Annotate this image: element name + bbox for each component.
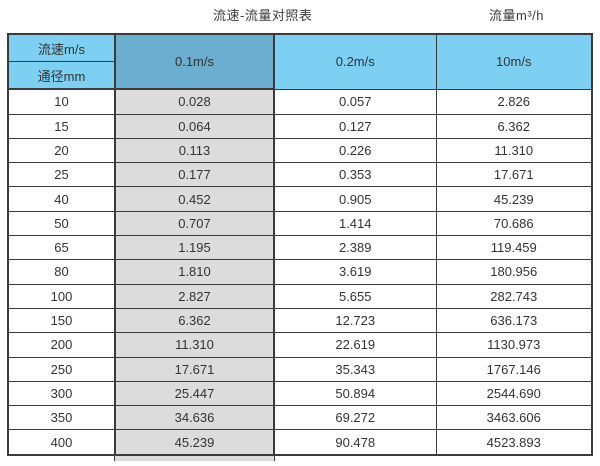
flow-conversion-table: 流速m/s 0.1m/s 0.2m/s 10m/s 通径mm 10 0.028 …	[7, 33, 593, 456]
flow-value-cell: 6.362	[435, 113, 593, 139]
flow-value-cell: 0.057	[273, 88, 437, 115]
diameter-cell: 300	[7, 380, 116, 407]
table-row: 10 0.028 0.057 2.826	[7, 88, 593, 115]
flow-value-cell: 17.671	[435, 162, 593, 188]
table-title: 流速-流量对照表	[213, 8, 313, 23]
table-row: 25 0.177 0.353 17.671	[7, 162, 593, 188]
diameter-cell: 150	[7, 307, 116, 334]
flow-value-cell: 0.127	[273, 113, 437, 139]
diameter-cell: 350	[7, 405, 116, 431]
flow-value-cell: 119.459	[435, 235, 593, 261]
flow-value-cell: 1.195	[114, 235, 275, 261]
flow-value-cell: 34.636	[114, 405, 275, 431]
flow-value-cell: 0.064	[114, 113, 275, 139]
table-row: 100 2.827 5.655 282.743	[7, 283, 593, 309]
table-row: 20 0.113 0.226 11.310	[7, 137, 593, 164]
table-row: 250 17.671 35.343 1767.146	[7, 356, 593, 382]
diameter-cell: 15	[7, 113, 116, 139]
diameter-cell: 20	[7, 137, 116, 164]
flow-value-cell: 0.113	[114, 137, 275, 164]
flow-value-cell: 70.686	[435, 210, 593, 237]
flow-value-cell: 12.723	[273, 307, 437, 334]
flow-value-cell: 45.239	[435, 186, 593, 212]
flow-value-cell: 0.905	[273, 186, 437, 212]
flow-value-cell: 69.272	[273, 405, 437, 431]
table-row: 50 0.707 1.414 70.686	[7, 210, 593, 237]
table-row: 15 0.064 0.127 6.362	[7, 113, 593, 139]
flow-value-cell: 0.226	[273, 137, 437, 164]
flow-value-cell: 2544.690	[435, 380, 593, 407]
flow-value-cell: 1.414	[273, 210, 437, 237]
flow-value-cell: 3.619	[273, 259, 437, 285]
table-row: 40 0.452 0.905 45.239	[7, 186, 593, 212]
velocity-column-header: 10m/s	[435, 33, 593, 90]
header-row-top: 流速m/s 0.1m/s 0.2m/s 10m/s	[7, 33, 593, 90]
diameter-cell: 25	[7, 162, 116, 188]
corner-diameter-label: 通径mm	[7, 61, 116, 90]
diameter-cell: 100	[7, 283, 116, 309]
diameter-cell: 10	[7, 88, 116, 115]
diameter-cell: 250	[7, 356, 116, 382]
diameter-cell: 50	[7, 210, 116, 237]
header-row-bottom: 通径mm	[7, 61, 592, 90]
table-row: 80 1.810 3.619 180.956	[7, 259, 593, 285]
flow-value-cell: 2.389	[273, 235, 437, 261]
diameter-cell: 200	[7, 332, 116, 358]
table-row: 150 6.362 12.723 636.173	[7, 307, 593, 334]
flow-value-cell: 636.173	[435, 307, 593, 334]
flow-value-cell: 2.827	[114, 283, 275, 309]
gray-column-overhang	[114, 456, 275, 461]
flow-value-cell: 17.671	[114, 356, 275, 382]
flow-unit-label: 流量m³/h	[489, 8, 545, 23]
flow-value-cell: 0.028	[114, 88, 275, 115]
table-row: 200 11.310 22.619 1130.973	[7, 332, 593, 358]
flow-value-cell: 2.826	[435, 88, 593, 115]
flow-value-cell: 11.310	[114, 332, 275, 358]
table-row: 300 25.447 50.894 2544.690	[7, 380, 593, 407]
diameter-cell: 65	[7, 235, 116, 261]
diameter-cell: 400	[7, 429, 116, 456]
flow-value-cell: 1.810	[114, 259, 275, 285]
flow-value-cell: 4523.893	[435, 429, 593, 456]
velocity-column-header: 0.1m/s	[114, 33, 275, 90]
flow-value-cell: 0.353	[273, 162, 437, 188]
diameter-cell: 80	[7, 259, 116, 285]
flow-value-cell: 0.452	[114, 186, 275, 212]
corner-velocity-label: 流速m/s	[7, 33, 116, 62]
flow-value-cell: 45.239	[114, 429, 275, 456]
table-row: 65 1.195 2.389 119.459	[7, 235, 593, 261]
flow-value-cell: 282.743	[435, 283, 593, 309]
flow-value-cell: 22.619	[273, 332, 437, 358]
flow-value-cell: 11.310	[435, 137, 593, 164]
flow-value-cell: 35.343	[273, 356, 437, 382]
flow-value-cell: 0.707	[114, 210, 275, 237]
flow-value-cell: 50.894	[273, 380, 437, 407]
flow-value-cell: 6.362	[114, 307, 275, 334]
flow-value-cell: 1130.973	[435, 332, 593, 358]
flow-value-cell: 0.177	[114, 162, 275, 188]
flow-value-cell: 1767.146	[435, 356, 593, 382]
flow-value-cell: 25.447	[114, 380, 275, 407]
flow-value-cell: 3463.606	[435, 405, 593, 431]
table-row: 400 45.239 90.478 4523.893	[7, 429, 593, 456]
diameter-cell: 40	[7, 186, 116, 212]
flow-value-cell: 90.478	[273, 429, 437, 456]
table-row: 350 34.636 69.272 3463.606	[7, 405, 593, 431]
velocity-column-header: 0.2m/s	[273, 33, 437, 90]
flow-value-cell: 5.655	[273, 283, 437, 309]
flow-value-cell: 180.956	[435, 259, 593, 285]
